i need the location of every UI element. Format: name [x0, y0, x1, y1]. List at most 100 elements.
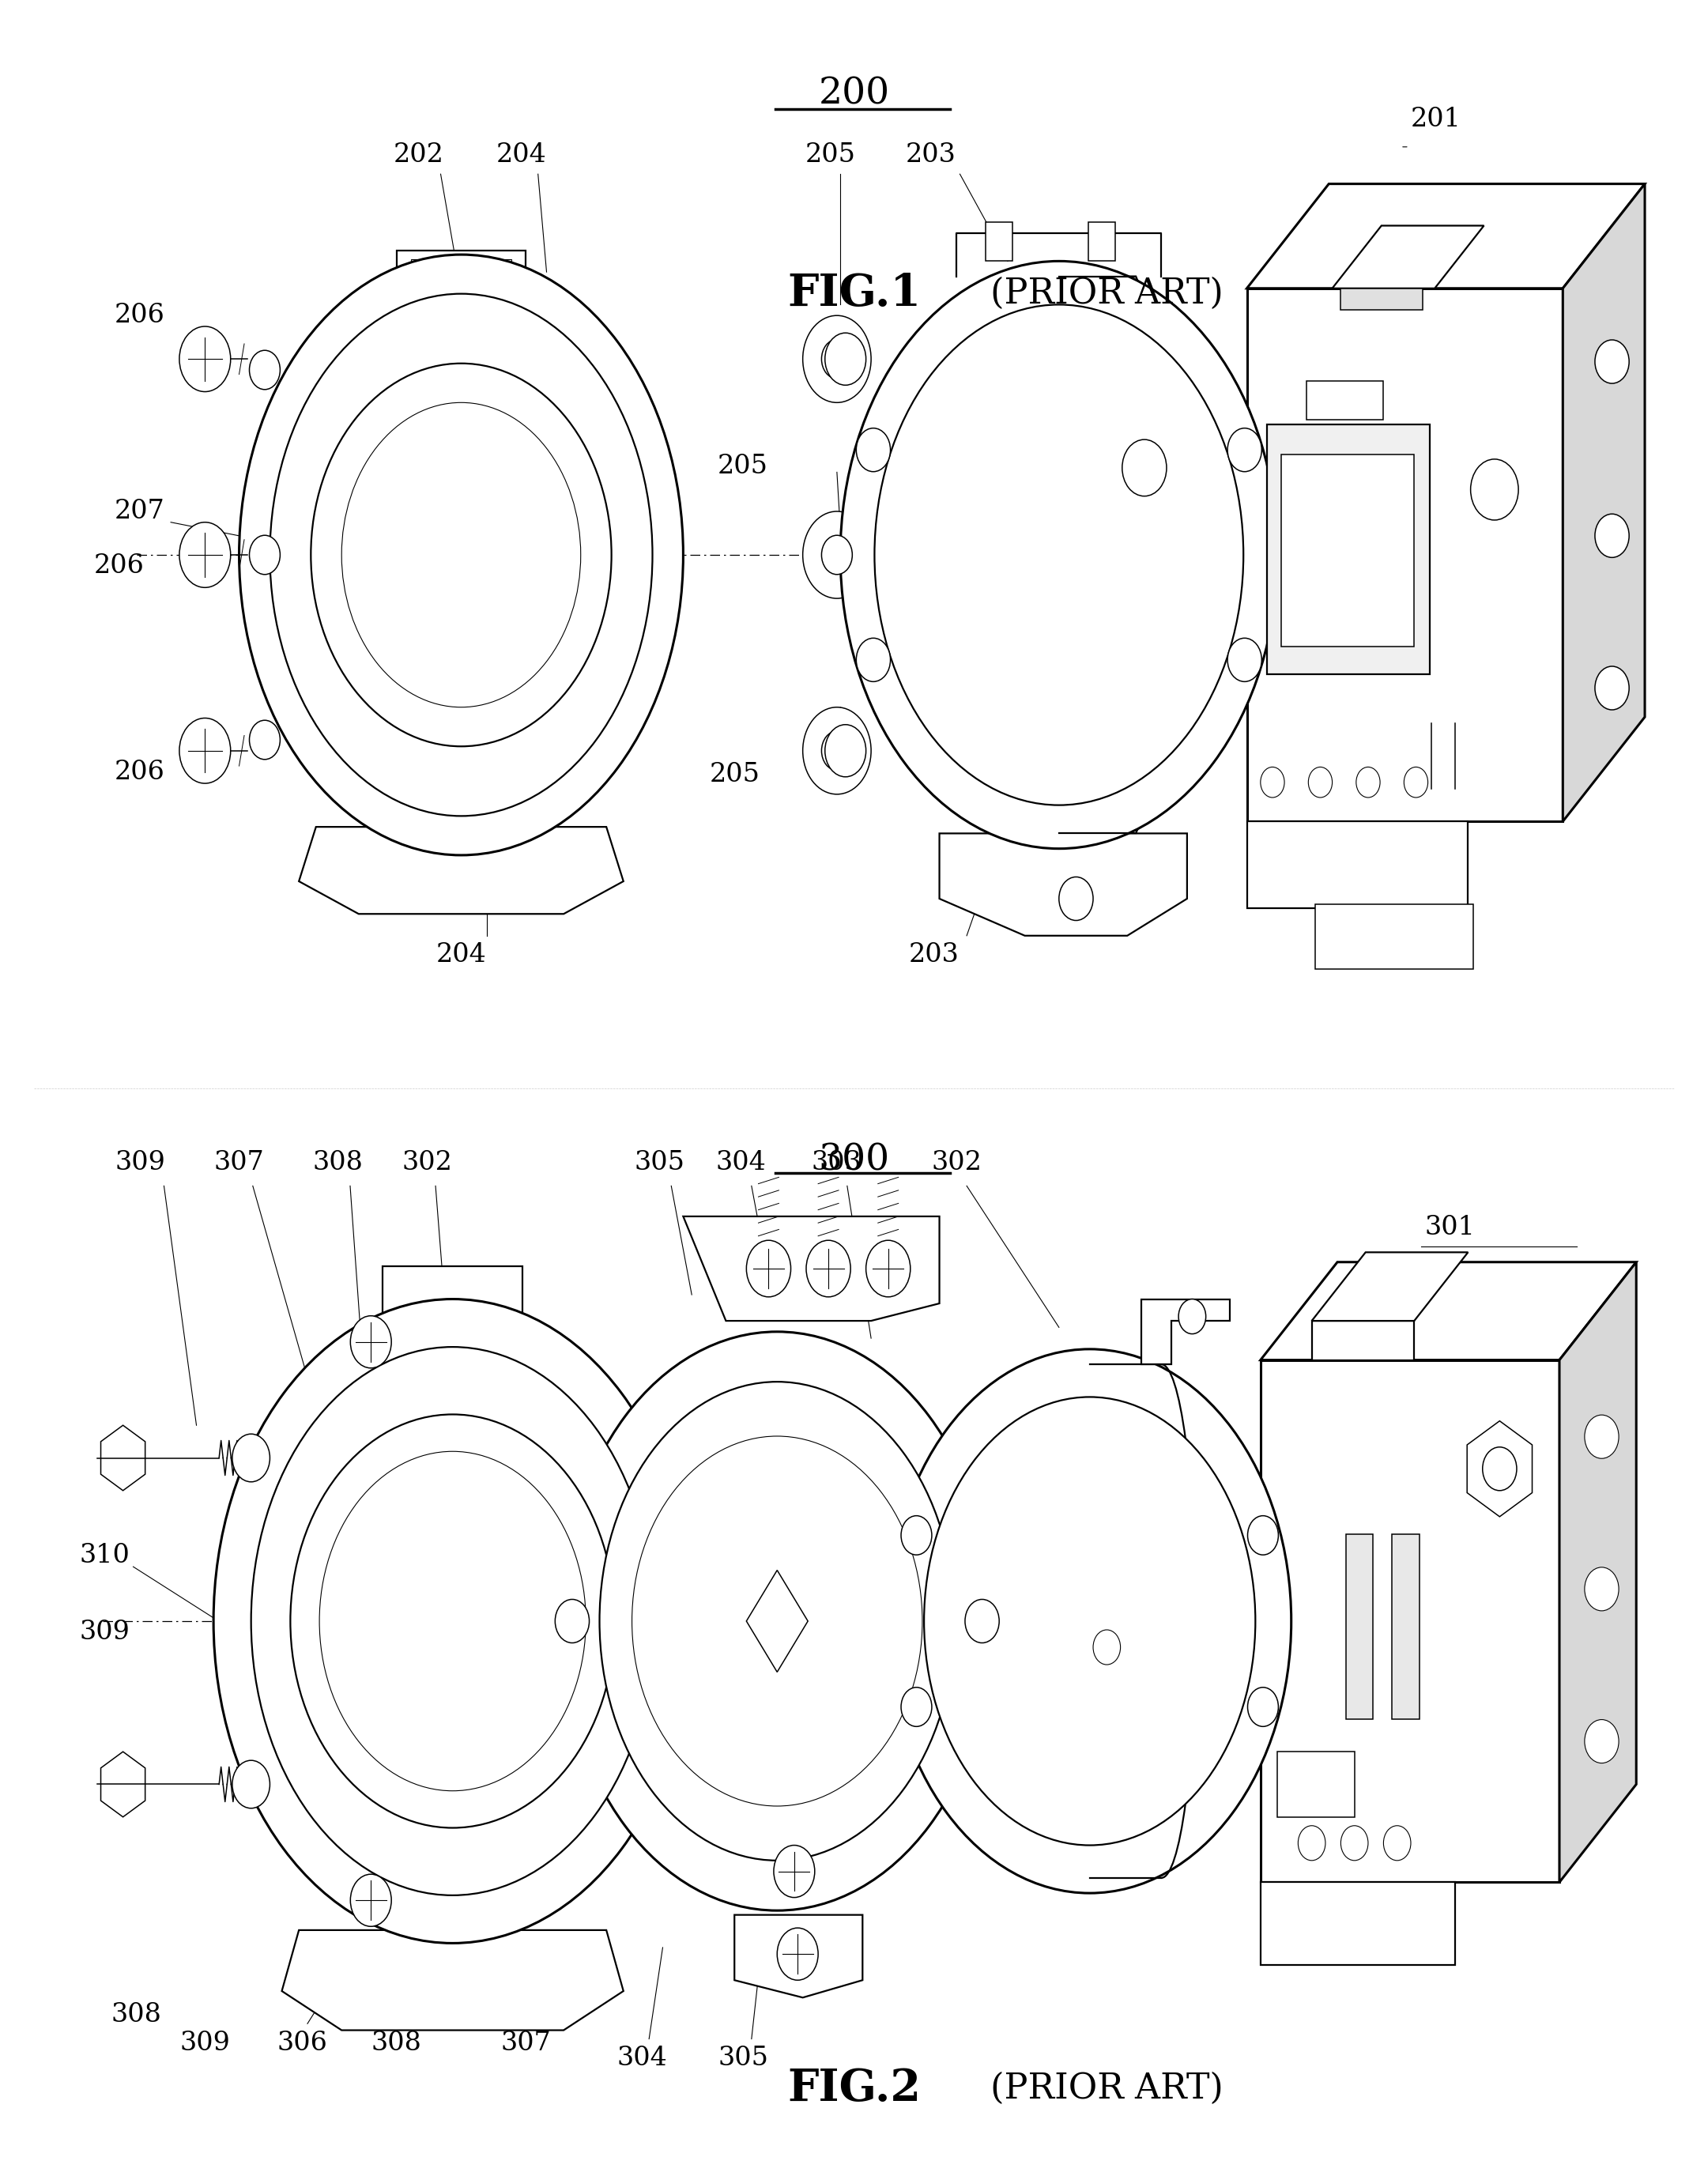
Bar [1278, 1752, 1354, 1817]
Polygon shape [1563, 185, 1645, 820]
Circle shape [1247, 1686, 1278, 1726]
Circle shape [179, 326, 231, 392]
Circle shape [249, 535, 280, 574]
Bar [1312, 1321, 1414, 1360]
Text: FIG.1: FIG.1 [787, 272, 921, 316]
Circle shape [249, 720, 280, 759]
Circle shape [746, 1240, 791, 1297]
Text: 304: 304 [617, 2045, 668, 2072]
Ellipse shape [632, 1436, 922, 1806]
Bar [1267, 424, 1430, 675]
Bar [1088, 222, 1115, 261]
Text: 302: 302 [931, 1149, 982, 1175]
Polygon shape [1261, 1262, 1636, 1360]
Text: 206: 206 [114, 759, 166, 786]
Circle shape [179, 522, 231, 588]
Text: 305: 305 [717, 2045, 769, 2072]
Ellipse shape [319, 1451, 586, 1791]
Polygon shape [1059, 276, 1153, 833]
Circle shape [1404, 766, 1428, 796]
Text: 302: 302 [401, 1149, 453, 1175]
Ellipse shape [311, 363, 611, 746]
Ellipse shape [874, 305, 1243, 805]
Text: 205: 205 [804, 141, 856, 168]
Text: 307: 307 [214, 1149, 265, 1175]
Text: 309: 309 [79, 1619, 130, 1645]
Circle shape [866, 1240, 910, 1297]
Circle shape [232, 1434, 270, 1482]
Bar [1261, 1360, 1559, 1882]
Bar [986, 222, 1013, 261]
Text: 207: 207 [114, 498, 166, 524]
Circle shape [1483, 1447, 1517, 1491]
Ellipse shape [290, 1414, 615, 1828]
Bar [396, 816, 526, 860]
Text: 300: 300 [818, 1142, 890, 1177]
Polygon shape [939, 833, 1187, 936]
Text: 203: 203 [905, 141, 956, 168]
Bar [1315, 905, 1474, 970]
Circle shape [777, 1928, 818, 1980]
Text: 205: 205 [717, 453, 769, 479]
Circle shape [965, 1599, 999, 1643]
Ellipse shape [239, 255, 683, 855]
Text: 308: 308 [111, 2002, 162, 2028]
Circle shape [1298, 1826, 1325, 1860]
Bar [1261, 1882, 1455, 1965]
Ellipse shape [600, 1382, 955, 1860]
Ellipse shape [214, 1299, 692, 1943]
Polygon shape [101, 1752, 145, 1817]
Circle shape [825, 333, 866, 385]
Circle shape [1585, 1414, 1619, 1458]
Circle shape [1308, 766, 1332, 796]
Text: 206: 206 [114, 302, 166, 329]
Text: 202: 202 [393, 141, 444, 168]
Ellipse shape [840, 261, 1278, 849]
Circle shape [1595, 666, 1629, 709]
Polygon shape [1332, 226, 1484, 287]
Text: 309: 309 [179, 2030, 231, 2056]
Circle shape [1341, 1826, 1368, 1860]
Ellipse shape [924, 1397, 1255, 1845]
Polygon shape [1467, 1421, 1532, 1517]
Text: 308: 308 [313, 1149, 364, 1175]
Bar [1247, 820, 1467, 910]
Circle shape [803, 511, 871, 598]
Circle shape [1471, 459, 1518, 520]
Ellipse shape [888, 1349, 1291, 1893]
Bar [1346, 1534, 1373, 1719]
Text: 303: 303 [811, 1149, 863, 1175]
Polygon shape [101, 1425, 145, 1491]
Circle shape [825, 725, 866, 777]
Circle shape [822, 339, 852, 379]
Polygon shape [1559, 1262, 1636, 1882]
Circle shape [822, 731, 852, 770]
Ellipse shape [342, 403, 581, 707]
Text: 306: 306 [277, 2030, 328, 2056]
Ellipse shape [270, 294, 652, 816]
Bar [396, 250, 526, 294]
Bar [1281, 455, 1414, 646]
Circle shape [1247, 1517, 1278, 1556]
Circle shape [1228, 638, 1262, 681]
Bar [412, 259, 512, 285]
Ellipse shape [562, 1332, 992, 1911]
Polygon shape [299, 827, 623, 914]
Polygon shape [282, 1930, 623, 2030]
Bar [412, 825, 512, 851]
Text: (PRIOR ART): (PRIOR ART) [980, 276, 1223, 311]
Circle shape [1585, 1719, 1619, 1763]
Circle shape [1595, 339, 1629, 383]
Circle shape [1179, 1299, 1206, 1334]
Circle shape [806, 1240, 851, 1297]
Circle shape [902, 1517, 933, 1556]
Polygon shape [1247, 185, 1645, 287]
Text: 205: 205 [709, 762, 760, 788]
Bar [1392, 1534, 1419, 1719]
Text: 308: 308 [371, 2030, 422, 2056]
Circle shape [1093, 1630, 1120, 1665]
Circle shape [1383, 1826, 1411, 1860]
Polygon shape [1141, 1299, 1230, 1364]
Circle shape [803, 707, 871, 794]
Text: 301: 301 [1424, 1214, 1476, 1240]
